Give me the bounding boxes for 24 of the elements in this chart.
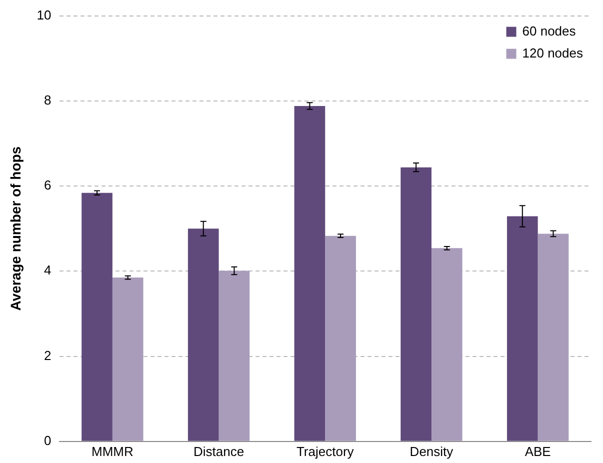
bar (82, 192, 112, 441)
bar (112, 278, 144, 441)
legend-label: 120 nodes (522, 45, 584, 60)
x-tick-label: Density (410, 444, 454, 459)
legend-label: 60 nodes (522, 23, 576, 38)
x-tick-label: ABE (524, 444, 552, 459)
bar (538, 234, 569, 441)
bar (218, 270, 250, 441)
y-tick-label: 0 (44, 432, 52, 448)
x-tick-label: Distance (193, 444, 244, 459)
y-tick-label: 10 (36, 7, 52, 22)
bar (506, 216, 538, 441)
y-tick-label: 8 (44, 92, 52, 108)
y-tick-label: 4 (44, 262, 52, 278)
bar (188, 228, 219, 441)
x-tick-label: Trajectory (296, 444, 354, 459)
y-axis-title: Average number of hops (7, 146, 24, 311)
y-tick-label: 2 (44, 348, 52, 363)
x-tick-label: MMMR (91, 444, 134, 459)
bar (400, 167, 432, 441)
bar (431, 248, 462, 441)
bar (325, 236, 356, 441)
bar (294, 106, 326, 441)
y-tick-label: 6 (44, 178, 52, 193)
